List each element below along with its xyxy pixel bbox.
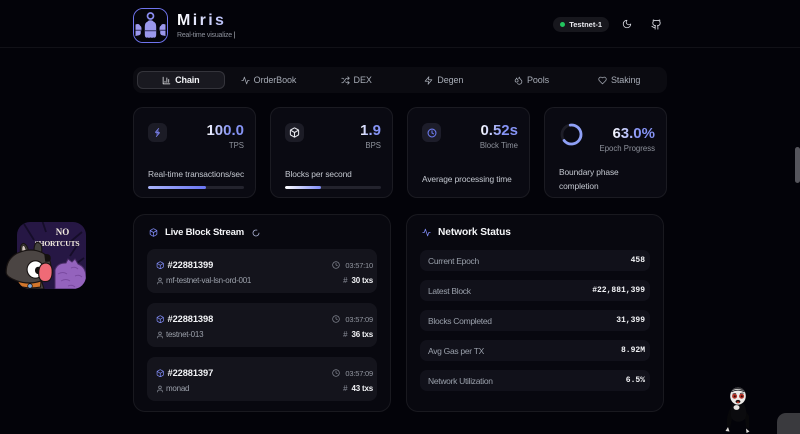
svg-text:SHORTCUTS: SHORTCUTS [35,239,80,248]
svg-text:NO: NO [56,227,70,237]
